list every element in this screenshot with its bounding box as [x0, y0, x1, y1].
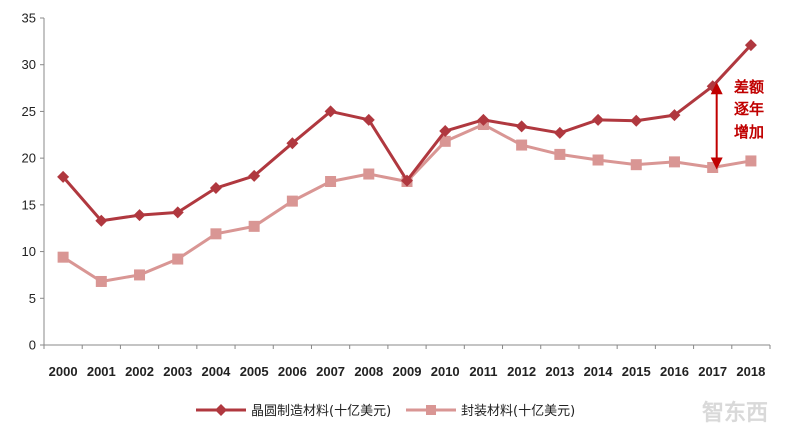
data-point — [401, 174, 413, 187]
data-point — [363, 168, 375, 180]
data-point — [707, 161, 719, 173]
x-tick-label: 2001 — [87, 364, 116, 379]
data-point — [592, 113, 605, 126]
x-tick-label: 2014 — [584, 364, 614, 379]
data-point — [171, 206, 184, 219]
series-line — [61, 44, 752, 223]
x-tick-label: 2009 — [393, 364, 422, 379]
data-point — [210, 228, 222, 240]
x-tick-label: 2007 — [316, 364, 345, 379]
data-point — [248, 169, 261, 182]
data-point — [516, 139, 528, 151]
data-point — [439, 135, 451, 147]
annotation-line-2: 逐年 — [734, 100, 764, 118]
data-point — [248, 220, 260, 232]
data-point — [630, 114, 643, 127]
data-point — [515, 120, 528, 133]
y-tick-label: 10 — [22, 244, 36, 259]
y-tick-labels: 0 5 10 15 20 25 30 35 — [22, 11, 44, 353]
data-point — [477, 113, 490, 126]
y-tick-label: 15 — [22, 197, 36, 212]
data-point — [325, 176, 337, 187]
data-point — [134, 269, 146, 281]
y-tick-label: 35 — [22, 11, 36, 26]
x-tick-label: 2016 — [660, 364, 689, 379]
data-point — [554, 148, 566, 160]
watermark: 智东西 — [702, 400, 768, 426]
legend-label-2: 封装材料(十亿美元) — [461, 404, 575, 419]
axes — [43, 18, 770, 346]
y-tick-label: 30 — [22, 57, 36, 72]
series-line — [62, 123, 752, 283]
data-point — [324, 105, 337, 118]
data-point — [744, 39, 757, 52]
data-point — [209, 182, 222, 195]
data-point — [745, 155, 757, 167]
data-point — [172, 253, 184, 265]
gap-arrow-head-top — [710, 82, 723, 95]
series-2 — [57, 119, 757, 287]
y-tick-label: 5 — [29, 291, 36, 306]
data-point — [95, 275, 107, 287]
y-tick-label: 25 — [22, 104, 36, 119]
legend-label-1: 晶圆制造材料(十亿美元) — [251, 404, 391, 419]
y-tick-label: 0 — [29, 338, 36, 353]
data-point — [57, 251, 69, 263]
series-layer — [57, 39, 757, 287]
x-tick-label: 2015 — [622, 364, 651, 379]
data-point — [57, 170, 70, 183]
x-tick-label: 2018 — [736, 364, 765, 379]
x-tick-label: 2000 — [49, 364, 78, 379]
x-tick-label: 2005 — [240, 364, 269, 379]
data-point — [362, 113, 375, 126]
legend-marker-diamond — [215, 404, 227, 416]
x-tick-label: 2003 — [163, 364, 192, 379]
x-tick-label: 2011 — [469, 364, 497, 379]
x-tick-label: 2012 — [507, 364, 536, 379]
data-point — [133, 209, 146, 222]
data-point — [286, 195, 298, 207]
legend: 晶圆制造材料(十亿美元) 封装材料(十亿美元) — [196, 404, 575, 419]
data-point — [668, 156, 680, 168]
data-point — [553, 126, 566, 139]
x-tick-label: 2013 — [545, 364, 574, 379]
x-tick-label: 2002 — [125, 364, 154, 379]
x-tick-label: 2017 — [698, 364, 727, 379]
x-tick-label: 2010 — [431, 364, 460, 379]
data-point — [630, 159, 642, 171]
data-point — [592, 154, 604, 166]
data-point — [439, 125, 452, 138]
x-tick-label: 2008 — [354, 364, 383, 379]
series-1 — [57, 39, 757, 227]
gap-arrow-head-bottom — [710, 157, 723, 170]
y-tick-label: 20 — [22, 151, 36, 166]
legend-marker-square — [426, 405, 436, 415]
data-point — [95, 214, 108, 227]
gap-annotation: 差额 逐年 增加 — [710, 78, 764, 170]
x-tick-labels: 2000 2001 2002 2003 2004 2005 2006 2007 2008 2009… — [43, 345, 771, 379]
annotation-line-1: 差额 — [734, 78, 764, 96]
x-tick-label: 2004 — [201, 364, 231, 379]
data-point — [668, 109, 681, 122]
annotation-line-3: 增加 — [734, 123, 764, 141]
x-tick-label: 2006 — [278, 364, 307, 379]
data-point — [286, 137, 299, 150]
